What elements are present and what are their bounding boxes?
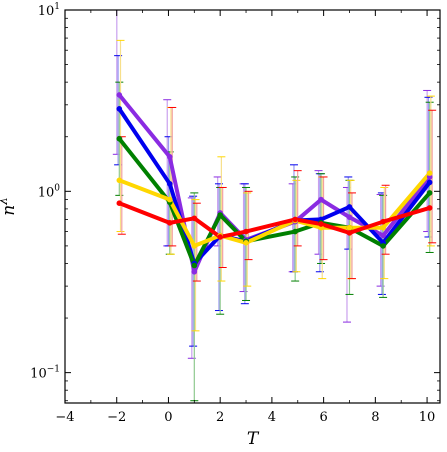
data-point [116, 92, 123, 98]
data-point [426, 170, 433, 176]
data-point [380, 243, 386, 249]
data-point [380, 218, 386, 225]
y-tick-label: 101 [38, 2, 60, 19]
x-tick-label: 6 [319, 410, 327, 425]
y-tick-label: 100 [38, 183, 61, 200]
data-point [346, 214, 353, 220]
data-point [166, 181, 173, 187]
data-point [116, 106, 123, 112]
y-axis-label: nλ [0, 197, 19, 216]
axis-ticks-layer [64, 9, 440, 403]
x-tick-label: −4 [55, 410, 74, 425]
data-points-layer [116, 92, 433, 275]
data-point [116, 135, 123, 142]
data-point [116, 200, 123, 206]
data-point [116, 177, 123, 184]
y-tick-label-base: 10 [30, 367, 47, 382]
data-point [380, 232, 386, 239]
x-tick-label: −2 [107, 410, 126, 425]
x-tick-label: 4 [268, 410, 276, 425]
data-point [346, 204, 353, 210]
data-point [346, 224, 353, 231]
data-point [166, 220, 173, 226]
data-point [346, 230, 353, 236]
plot-frame [64, 9, 441, 404]
data-point [318, 196, 324, 203]
data-point [166, 196, 173, 203]
y-axis-label-base: n [0, 205, 19, 216]
data-point [217, 212, 223, 218]
y-tick-label-exponent: −1 [47, 365, 60, 375]
y-axis-label-superscript: λ [0, 197, 10, 206]
data-point [191, 243, 198, 249]
data-point [318, 221, 324, 227]
data-point [292, 228, 298, 235]
y-tick-label-base: 10 [38, 185, 55, 200]
data-point [217, 234, 223, 240]
x-tick-label: 8 [371, 410, 379, 425]
data-point [426, 174, 433, 180]
x-tick-label: 2 [216, 410, 224, 425]
y-tick-label-exponent: 0 [54, 183, 60, 193]
x-tick-label: 0 [164, 410, 172, 425]
data-point [243, 240, 249, 246]
data-point [166, 154, 173, 160]
error-bars-layer [112, 10, 437, 402]
data-point [243, 228, 249, 235]
data-point [191, 262, 198, 269]
data-point [426, 179, 433, 186]
data-point [191, 268, 198, 275]
series-lines-layer [117, 93, 432, 274]
x-axis-label: T [247, 429, 260, 449]
data-point [292, 216, 298, 223]
y-tick-label: 10−1 [30, 365, 60, 382]
data-point [426, 205, 433, 211]
data-point [380, 224, 386, 231]
series-line [118, 201, 431, 239]
series-line [117, 137, 432, 268]
y-tick-label-exponent: 1 [54, 2, 60, 12]
data-point [191, 215, 198, 222]
data-point [426, 190, 433, 196]
x-tick-label: 10 [419, 410, 436, 425]
y-tick-label-base: 10 [38, 4, 55, 19]
